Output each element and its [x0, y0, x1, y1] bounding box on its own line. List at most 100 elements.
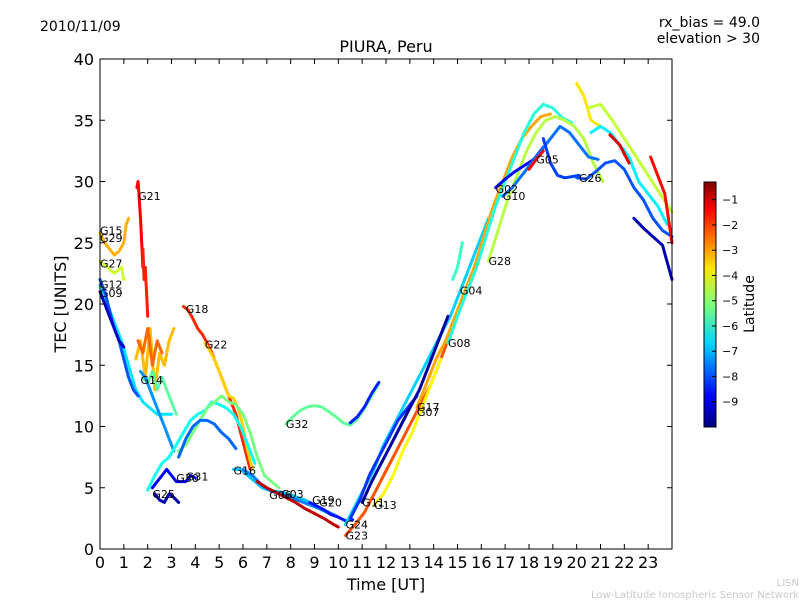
x-tick-label: 22 [614, 553, 634, 572]
colorbar-tick-label: −3 [722, 244, 738, 257]
colorbar-tick-label: −4 [722, 269, 738, 282]
x-tick-label: 2 [143, 553, 153, 572]
satellite-label-g18: G18 [186, 303, 209, 316]
data-series-layer [98, 82, 674, 537]
y-tick-label: 5 [84, 479, 94, 498]
y-axis-label: TEC [UNITS] [51, 256, 70, 354]
x-tick-label: 3 [166, 553, 176, 572]
satellite-label-g20: G20 [319, 496, 342, 509]
tec-series-18 [153, 492, 181, 504]
y-tick-label: 15 [74, 356, 94, 375]
tec-series-24 [308, 500, 355, 523]
tec-series-9 [136, 327, 164, 367]
x-tick-label: 9 [309, 553, 319, 572]
colorbar-tick-label: −2 [722, 219, 738, 232]
satellite-label-g04: G04 [460, 285, 483, 298]
x-tick-label: 5 [214, 553, 224, 572]
tec-series-32 [451, 241, 464, 281]
satellite-label-g25: G25 [152, 488, 175, 501]
x-tick-label: 23 [638, 553, 658, 572]
tec-series-44 [649, 155, 674, 245]
x-tick-label: 20 [566, 553, 586, 572]
y-tick-label: 0 [84, 540, 94, 559]
x-tick-label: 0 [95, 553, 105, 572]
satellite-label-g28: G28 [489, 255, 512, 268]
y-axis-ticks: 0 5 10 15 20 25 30 35 40 [74, 50, 672, 559]
satellite-label-g19: G19 [312, 494, 335, 507]
tec-series-11 [139, 369, 176, 453]
x-tick-label: 6 [238, 553, 248, 572]
tec-series-14 [146, 400, 257, 492]
y-tick-label: 35 [74, 111, 94, 130]
satellite-label-g30: G30 [176, 472, 199, 485]
rx-bias-label: rx_bias = 49.0 [659, 15, 760, 31]
y-tick-label: 10 [74, 418, 94, 437]
tec-series-12 [181, 304, 252, 471]
tec-series-7 [98, 290, 126, 349]
satellite-label-g06: G06 [269, 489, 292, 502]
tec-series-2 [141, 247, 150, 318]
x-tick-label: 14 [423, 553, 443, 572]
satellite-label-g23: G23 [346, 530, 369, 543]
x-tick-label: 7 [262, 553, 272, 572]
y-tick-label: 30 [74, 173, 94, 192]
tec-series-17 [150, 467, 197, 490]
satellite-label-g10: G10 [503, 190, 526, 203]
satellite-label-g09: G09 [100, 287, 123, 300]
satellite-label-g13: G13 [374, 499, 397, 512]
tec-series-1 [135, 180, 145, 269]
colorbar-tick-label: −1 [722, 194, 738, 207]
x-tick-label: 15 [447, 553, 467, 572]
x-tick-label: 8 [286, 553, 296, 572]
x-tick-label: 18 [519, 553, 539, 572]
tec-series-43 [632, 216, 674, 281]
tec-series-30 [415, 112, 552, 409]
satellite-label-g11: G11 [362, 496, 385, 509]
colorbar-tick-label: −5 [722, 295, 738, 308]
x-tick-label: 1 [119, 553, 129, 572]
tec-series-35 [501, 124, 600, 198]
tec-series-33 [487, 115, 605, 263]
satellite-label-g24: G24 [346, 519, 369, 532]
tec-series-28 [360, 314, 450, 504]
tec-series-38 [575, 159, 674, 239]
satellite-label-g12: G12 [100, 278, 123, 291]
x-tick-label: 4 [190, 553, 200, 572]
tec-series-16 [177, 418, 238, 459]
tec-series-27 [348, 394, 419, 520]
tec-series-36 [527, 149, 545, 171]
tec-series-15 [177, 394, 281, 490]
tec-series-23 [348, 380, 381, 425]
footer-lisn: LISN [777, 578, 799, 589]
satellite-label-g02: G02 [496, 183, 519, 196]
y-tick-label: 25 [74, 234, 94, 253]
tec-series-31 [446, 102, 574, 345]
satellite-label-g17: G17 [417, 401, 440, 414]
x-tick-label: 11 [352, 553, 372, 572]
satellite-label-g05: G05 [536, 153, 559, 166]
satellite-label-g07: G07 [417, 406, 440, 419]
x-axis-ticks: 0 1 2 3 4 5 6 7 8 9 10 11 12 13 14 15 16 17 18 19 20 21 22 23 [95, 59, 658, 572]
satellite-label-g29: G29 [100, 232, 123, 245]
x-tick-label: 12 [376, 553, 396, 572]
chart-title: PIURA, Peru [339, 37, 432, 56]
colorbar-ticks: −1 −2 −3 −4 −5 −6 −7 −8 −9 [712, 194, 738, 409]
tec-series-4 [98, 259, 126, 281]
satellite-label-g26: G26 [579, 172, 602, 185]
x-tick-label: 19 [543, 553, 563, 572]
tec-series-3 [98, 216, 131, 257]
colorbar-tick-label: −7 [722, 345, 738, 358]
x-tick-label: 21 [590, 553, 610, 572]
tec-series-29 [372, 357, 443, 507]
colorbar [703, 181, 717, 428]
x-tick-label: 16 [471, 553, 491, 572]
satellite-label-g03: G03 [281, 488, 304, 501]
satellite-label-g14: G14 [141, 374, 164, 387]
footer-network: Low-Latitude Ionospheric Sensor Network [591, 590, 799, 600]
x-tick-label: 13 [400, 553, 420, 572]
satellite-label-g22: G22 [205, 338, 228, 351]
satellite-label-g21: G21 [138, 190, 161, 203]
x-axis-label: Time [UT] [346, 575, 425, 594]
satellite-label-g16: G16 [234, 465, 257, 478]
